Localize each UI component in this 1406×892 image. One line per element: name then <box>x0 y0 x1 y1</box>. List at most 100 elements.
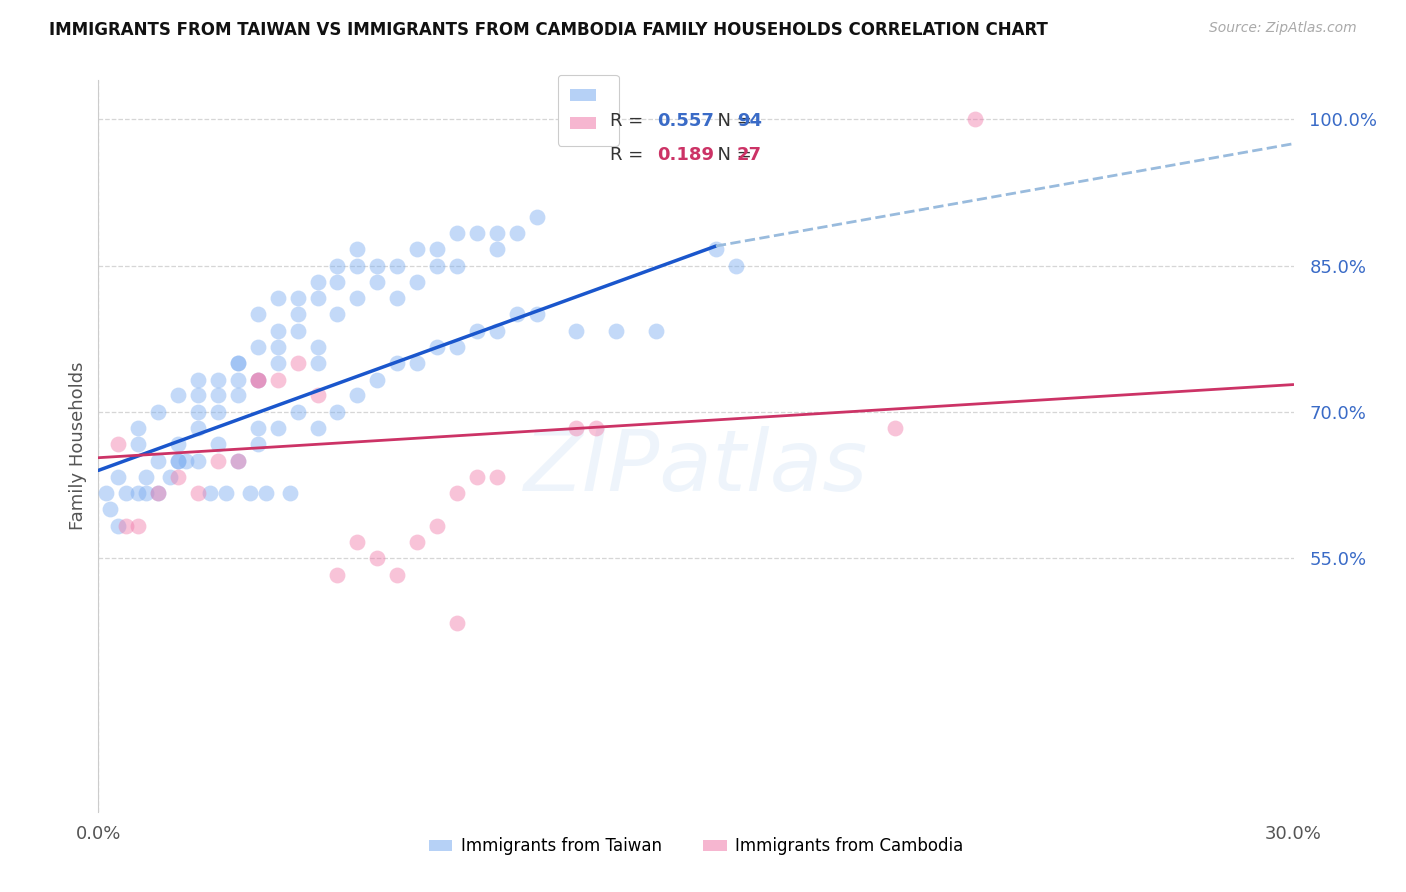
Point <box>127 519 149 533</box>
Point <box>585 421 607 435</box>
Text: N =: N = <box>706 112 758 130</box>
Point <box>226 373 249 387</box>
Point <box>385 291 409 305</box>
Point <box>326 567 349 582</box>
Point <box>485 324 508 338</box>
Point <box>485 470 508 484</box>
Point <box>346 242 368 256</box>
Point <box>645 324 668 338</box>
Point <box>148 485 170 500</box>
Point <box>148 485 170 500</box>
Point <box>167 453 190 467</box>
Point <box>307 339 329 353</box>
Point <box>366 275 388 289</box>
Point <box>278 485 301 500</box>
Point <box>565 324 588 338</box>
Point <box>107 519 129 533</box>
Text: R =: R = <box>610 112 650 130</box>
Text: 0.557: 0.557 <box>657 112 713 130</box>
Point <box>226 453 249 467</box>
Point <box>246 373 269 387</box>
Point <box>346 291 368 305</box>
Point <box>215 485 238 500</box>
Text: 94: 94 <box>737 112 762 130</box>
Point <box>287 307 309 321</box>
Point <box>526 307 548 321</box>
Point <box>724 259 747 273</box>
Point <box>127 437 149 451</box>
Point <box>167 470 190 484</box>
Point <box>207 437 229 451</box>
Point <box>98 502 122 516</box>
Text: 0.189: 0.189 <box>657 146 714 164</box>
Point <box>287 324 309 338</box>
Point <box>187 485 209 500</box>
Point <box>159 470 181 484</box>
Point <box>506 227 529 241</box>
Point <box>167 437 190 451</box>
Point <box>246 437 269 451</box>
Point <box>704 242 727 256</box>
Point <box>366 551 388 566</box>
Text: 27: 27 <box>737 146 762 164</box>
Point <box>526 210 548 224</box>
Point <box>326 259 349 273</box>
Point <box>246 421 269 435</box>
Point <box>366 373 388 387</box>
Point <box>135 470 157 484</box>
Point <box>239 485 262 500</box>
Point <box>287 405 309 419</box>
Point <box>107 437 129 451</box>
Point <box>115 519 138 533</box>
Point <box>267 421 290 435</box>
Point <box>426 339 449 353</box>
Point <box>406 356 429 370</box>
Point <box>207 453 229 467</box>
Point <box>426 259 449 273</box>
Point <box>605 324 627 338</box>
Point <box>307 275 329 289</box>
Point <box>148 453 170 467</box>
Point <box>446 227 468 241</box>
Point <box>187 453 209 467</box>
Point <box>115 485 138 500</box>
Point <box>307 421 329 435</box>
Point <box>385 356 409 370</box>
Text: R =: R = <box>610 146 650 164</box>
Point <box>287 291 309 305</box>
Text: IMMIGRANTS FROM TAIWAN VS IMMIGRANTS FROM CAMBODIA FAMILY HOUSEHOLDS CORRELATION: IMMIGRANTS FROM TAIWAN VS IMMIGRANTS FRO… <box>49 21 1047 38</box>
Point <box>246 307 269 321</box>
Point <box>226 356 249 370</box>
Point <box>174 453 197 467</box>
Point <box>406 275 429 289</box>
Point <box>307 356 329 370</box>
Point <box>246 373 269 387</box>
Point <box>246 373 269 387</box>
Point <box>326 275 349 289</box>
Point <box>446 339 468 353</box>
Point <box>127 421 149 435</box>
Point <box>226 356 249 370</box>
Point <box>127 485 149 500</box>
Point <box>207 373 229 387</box>
Point <box>426 242 449 256</box>
Point <box>267 324 290 338</box>
Point <box>465 470 488 484</box>
Point <box>96 485 118 500</box>
Point <box>426 519 449 533</box>
Point <box>366 259 388 273</box>
Point <box>267 373 290 387</box>
Point <box>254 485 277 500</box>
Legend: Immigrants from Taiwan, Immigrants from Cambodia: Immigrants from Taiwan, Immigrants from … <box>422 830 970 862</box>
Point <box>485 242 508 256</box>
Point <box>406 242 429 256</box>
Point <box>385 259 409 273</box>
Point <box>506 307 529 321</box>
Point <box>326 405 349 419</box>
Point <box>207 388 229 402</box>
Point <box>107 470 129 484</box>
Text: Source: ZipAtlas.com: Source: ZipAtlas.com <box>1209 21 1357 35</box>
Point <box>198 485 221 500</box>
Point <box>385 567 409 582</box>
Point <box>226 388 249 402</box>
